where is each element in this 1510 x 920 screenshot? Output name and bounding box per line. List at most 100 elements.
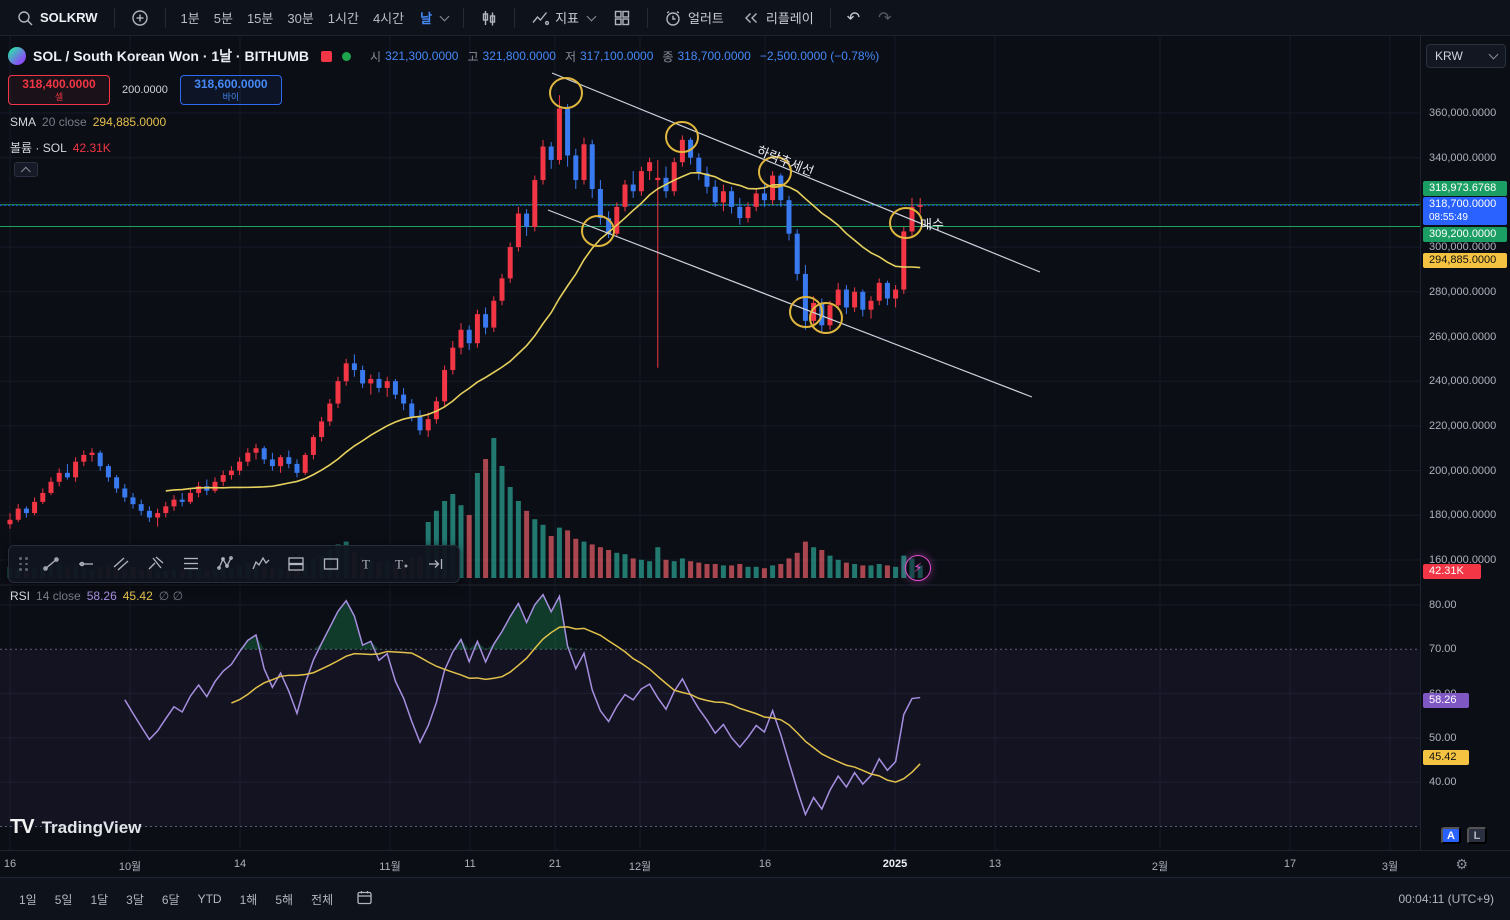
open-value: 321,300.0000 — [385, 49, 459, 63]
flash-trade-icon[interactable]: ⚡ — [905, 555, 931, 581]
price-badge-green: 318,973.6768 — [1423, 180, 1507, 196]
volume-legend[interactable]: 볼륨 · SOL 42.31K — [10, 139, 111, 156]
range-button[interactable]: 전체 — [304, 886, 340, 913]
rsi-axis-label: 50.00 — [1429, 731, 1457, 744]
svg-text:T: T — [395, 557, 403, 572]
timeframe-button[interactable]: 4시간 — [366, 4, 411, 31]
tradingview-watermark[interactable]: TV TradingView — [10, 816, 141, 839]
low-value: 317,100.0000 — [579, 49, 654, 63]
axis-settings-gear-icon[interactable]: ⚙ — [1449, 855, 1474, 874]
divider — [829, 7, 831, 28]
auto-scale-toggle[interactable]: A — [1441, 827, 1461, 844]
timeframe-button[interactable]: 1분 — [174, 4, 207, 31]
top-toolbar: SOLKRW 1분 5분 15분 30분 1시간 4시간 날 지표 — [0, 0, 1510, 36]
drag-handle[interactable] — [19, 557, 28, 571]
time-axis-label: 17 — [1283, 858, 1297, 870]
price-badge-green: 309,200.0000 — [1423, 226, 1507, 242]
indicators-button[interactable]: 지표 — [523, 4, 603, 31]
replay-button[interactable]: 리플레이 — [734, 4, 822, 31]
svg-text:매수: 매수 — [920, 217, 944, 232]
chart-style-button[interactable] — [472, 5, 506, 31]
long-position-tool[interactable] — [283, 551, 309, 577]
price-axis-label: 260,000.0000 — [1429, 330, 1497, 343]
sell-button[interactable]: 318,400.0000 셀 — [8, 75, 110, 105]
pitchfork-icon — [148, 556, 164, 570]
market-status-icon[interactable] — [321, 50, 333, 62]
time-axis-label: 12월 — [628, 861, 652, 873]
timeframe-day-label: 날 — [420, 11, 433, 26]
low-label: 저 — [564, 49, 576, 64]
parallel-channel-tool[interactable] — [108, 551, 134, 577]
range-button[interactable]: 6달 — [155, 886, 187, 913]
anchored-text-icon: T — [395, 557, 408, 572]
add-symbol-button[interactable] — [123, 5, 157, 31]
sell-label: 셀 — [54, 91, 64, 102]
rectangle-tool[interactable] — [318, 551, 344, 577]
time-axis-label: 14 — [233, 858, 247, 870]
grid-layout-icon — [614, 10, 630, 25]
open-label: 시 — [370, 49, 382, 64]
time-axis-label: 2월 — [1151, 861, 1169, 873]
replay-icon — [744, 12, 757, 23]
pitchfork-tool[interactable] — [143, 551, 169, 577]
price-axis[interactable]: KRW A L 360,000.0000340,000.0000320,000.… — [1420, 36, 1510, 850]
buy-label: 바이 — [222, 91, 240, 102]
symbol-search-button[interactable]: SOLKRW — [8, 5, 106, 31]
elliott-wave-icon — [252, 556, 270, 570]
range-button[interactable]: 5일 — [48, 886, 80, 913]
log-scale-toggle[interactable]: L — [1467, 827, 1487, 844]
timeframe-button[interactable]: 1시간 — [321, 4, 366, 31]
buy-button[interactable]: 318,600.0000 바이 — [179, 75, 282, 105]
layout-button[interactable] — [605, 5, 639, 31]
indicators-label: 지표 — [555, 11, 579, 26]
trend-line-tool[interactable] — [38, 551, 64, 577]
rsi-legend[interactable]: RSI 14 close 58.26 45.42 ∅ ∅ — [10, 589, 183, 603]
currency-selector[interactable]: KRW — [1426, 44, 1506, 68]
range-button[interactable]: 1달 — [83, 886, 115, 913]
server-clock[interactable]: 00:04:11 (UTC+9) — [1398, 892, 1495, 906]
undo-button[interactable]: ↶ — [839, 6, 868, 30]
redo-button[interactable]: ↷ — [870, 6, 899, 30]
symbol-name: SOLKRW — [40, 10, 98, 25]
fib-retracement-tool[interactable] — [178, 551, 204, 577]
chart-title[interactable]: SOL / South Korean Won · 1날 · BITHUMB — [33, 48, 310, 64]
rsi-value: 58.26 — [86, 589, 117, 603]
alert-button[interactable]: 얼러트 — [656, 4, 732, 31]
range-button[interactable]: 3달 — [119, 886, 151, 913]
volume-value: 42.31K — [72, 140, 111, 155]
timeframe-button[interactable]: 30분 — [280, 4, 320, 31]
price-axis-label: 200,000.0000 — [1429, 464, 1497, 477]
timeframe-button[interactable]: 15분 — [240, 4, 280, 31]
timeframe-day-button[interactable]: 날 — [413, 4, 455, 31]
bottom-toolbar: 1일 5일 1달 3달 6달 YTD 1해 5해 전체 00:04:11 (UTC+9) — [0, 877, 1510, 920]
range-button[interactable]: 1일 — [12, 886, 44, 913]
timeframe-button[interactable]: 5분 — [207, 4, 240, 31]
price-note-tool[interactable] — [423, 551, 449, 577]
sma-legend[interactable]: SMA 20 close 294,885.0000 — [10, 115, 166, 129]
price-axis-label: 160,000.0000 — [1429, 554, 1497, 566]
price-axis-label: 340,000.0000 — [1429, 151, 1497, 164]
go-to-date-button[interactable] — [352, 885, 377, 913]
price-axis-label: 240,000.0000 — [1429, 375, 1497, 388]
range-button[interactable]: 5해 — [268, 886, 300, 913]
text-tool[interactable]: T — [353, 551, 379, 577]
range-button[interactable]: YTD — [191, 887, 229, 911]
horizontal-ray-tool[interactable] — [73, 551, 99, 577]
elliott-wave-tool[interactable] — [248, 551, 274, 577]
volume-axis-badge: 42.31K — [1423, 564, 1481, 579]
price-badge-blue: 318,700.0000 08:55:49 — [1423, 197, 1507, 226]
connection-status-icon[interactable] — [342, 51, 352, 61]
chevron-up-icon — [20, 166, 31, 177]
range-button[interactable]: 1해 — [233, 886, 265, 913]
time-axis[interactable]: 16 10월 14 11월 11 21 12월 16 2025 13 2월 17 3월 ⚙ — [0, 850, 1510, 877]
anchored-text-tool[interactable]: T — [388, 551, 414, 577]
xabcd-pattern-tool[interactable] — [213, 551, 239, 577]
search-icon — [18, 10, 33, 25]
long-position-icon — [288, 557, 304, 571]
high-label: 고 — [467, 49, 479, 64]
collapse-legend-button[interactable] — [14, 162, 38, 177]
rsi-axis-label: 70.00 — [1429, 643, 1457, 656]
